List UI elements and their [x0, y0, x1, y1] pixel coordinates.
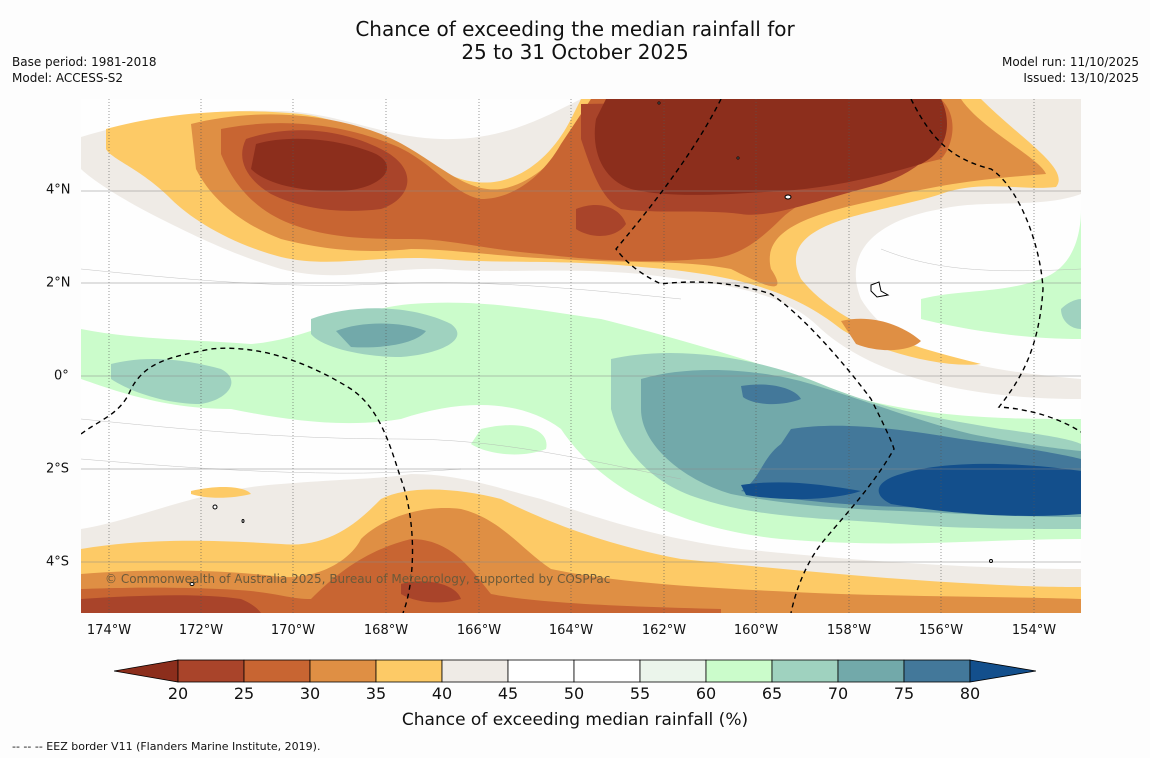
colorbar-bin-50-55	[573, 659, 641, 683]
copyright-notice: © Commonwealth of Australia 2025, Bureau…	[105, 572, 611, 586]
map-canvas	[81, 99, 1081, 613]
colorbar-bin-40-45	[441, 659, 509, 683]
colorbar-tick-55: 55	[629, 684, 651, 703]
colorbar-tick-20: 20	[167, 684, 189, 703]
colorbar-bin-60-65	[705, 659, 773, 683]
lon-label-160w: 160°W	[733, 623, 779, 638]
colorbar-bin-55-60	[639, 659, 707, 683]
colorbar-tick-65: 65	[761, 684, 783, 703]
colorbar-tick-30: 30	[299, 684, 321, 703]
eez-borders	[81, 99, 1081, 613]
colorbar-bin-25-30	[243, 659, 311, 683]
lon-label-166w: 166°W	[456, 623, 502, 638]
colorbar-tick-35: 35	[365, 684, 387, 703]
colorbar-bin-70-75	[837, 659, 905, 683]
colorbar-tick-70: 70	[827, 684, 849, 703]
lon-label-164w: 164°W	[548, 623, 594, 638]
colorbar-tick-50: 50	[563, 684, 585, 703]
colorbar-bin-65-70	[771, 659, 839, 683]
colorbar-bin-20-25	[177, 659, 245, 683]
lon-label-174w: 174°W	[86, 623, 132, 638]
lon-label-162w: 162°W	[641, 623, 687, 638]
lon-label-172w: 172°W	[178, 623, 224, 638]
north-dry-core	[251, 99, 947, 195]
run-info: Model run: 11/10/2025 Issued: 13/10/2025	[1002, 54, 1139, 86]
latitude-lines	[81, 190, 1081, 563]
lat-label-2s: 2°S	[46, 461, 70, 477]
colorbar-bin-30-35	[309, 659, 377, 683]
lat-label-4s: 4°S	[46, 554, 70, 570]
colorbar-title: Chance of exceeding median rainfall (%)	[401, 710, 749, 730]
colorbar-high-extend	[969, 659, 1036, 683]
rainfall-probability-map: © Commonwealth of Australia 2025, Bureau…	[81, 99, 1081, 613]
base-period: Base period: 1981-2018	[12, 55, 157, 69]
colorbar-tick-60: 60	[695, 684, 717, 703]
eez-footnote: -- -- -- EEZ border V11 (Flanders Marine…	[12, 740, 321, 753]
lon-label-158w: 158°W	[826, 623, 872, 638]
lon-label-168w: 168°W	[363, 623, 409, 638]
lat-label-2n: 2°N	[46, 275, 71, 291]
lon-label-170w: 170°W	[270, 623, 316, 638]
issued-date: Issued: 13/10/2025	[1023, 71, 1139, 85]
south-dry-band-20	[81, 581, 461, 613]
south-dry-band-25	[81, 539, 721, 613]
lon-label-156w: 156°W	[918, 623, 964, 638]
islands	[189, 101, 993, 586]
title-line-1: Chance of exceeding the median rainfall …	[355, 17, 795, 41]
colorbar-tick-40: 40	[431, 684, 453, 703]
colorbar-low-extend	[114, 659, 179, 683]
lon-label-154w: 154°W	[1011, 623, 1057, 638]
colorbar-bin-45-50	[507, 659, 575, 683]
model-info: Base period: 1981-2018 Model: ACCESS-S2	[12, 54, 157, 86]
contour-lines	[81, 248, 1081, 480]
equatorial-wet-core	[741, 463, 1081, 516]
east-dry-patch	[841, 318, 921, 351]
colorbar-tick-80: 80	[959, 684, 981, 703]
model-name: Model: ACCESS-S2	[12, 71, 124, 85]
title-line-2: 25 to 31 October 2025	[461, 40, 689, 64]
colorbar-tick-25: 25	[233, 684, 255, 703]
colorbar-bin-75-80	[903, 659, 971, 683]
colorbar-tick-45: 45	[497, 684, 519, 703]
lat-label-4n: 4°N	[46, 182, 71, 198]
colorbar-bin-35-40	[375, 659, 443, 683]
model-run: Model run: 11/10/2025	[1001, 55, 1139, 69]
lat-label-0: 0°	[54, 368, 69, 384]
colorbar-tick-75: 75	[893, 684, 915, 703]
map-title: Chance of exceeding the median rainfall …	[0, 18, 1150, 64]
colorbar	[114, 659, 1036, 683]
